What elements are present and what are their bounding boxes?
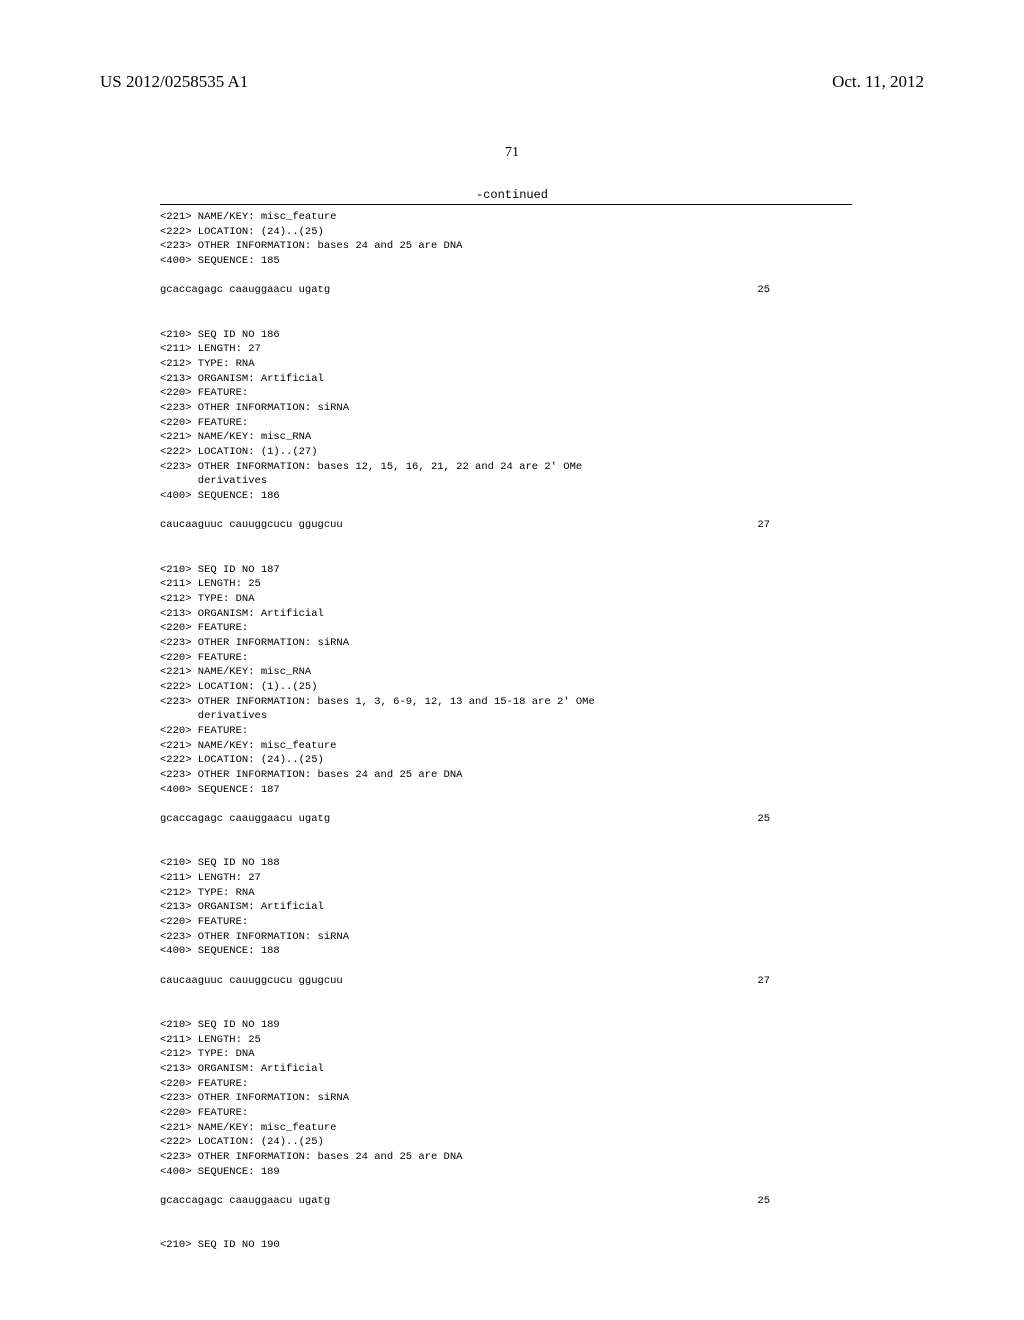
seq-annotation-line: <211> LENGTH: 27 (160, 871, 770, 886)
seq-annotation-line: <223> OTHER INFORMATION: siRNA (160, 401, 770, 416)
seq-annotation-line: <210> SEQ ID NO 190 (160, 1238, 770, 1253)
seq-data-row: caucaaguuc cauuggcucu ggugcuu 27 (160, 974, 770, 989)
seq-annotation-line: <220> FEATURE: (160, 651, 770, 666)
seq-sequence: gcaccagagc caauggaacu ugatg (160, 283, 330, 298)
seq-annotation-line: <211> LENGTH: 27 (160, 342, 770, 357)
seq-annotation-line: <220> FEATURE: (160, 1106, 770, 1121)
seq-annotation-line: <221> NAME/KEY: misc_feature (160, 1121, 770, 1136)
seq-annotation-line: <400> SEQUENCE: 186 (160, 489, 770, 504)
seq-annotation-line: <222> LOCATION: (24)..(25) (160, 1135, 770, 1150)
divider-line (160, 204, 852, 205)
seq-annotation-line: <220> FEATURE: (160, 416, 770, 431)
seq-annotation-line: <223> OTHER INFORMATION: siRNA (160, 1091, 770, 1106)
seq-sequence: gcaccagagc caauggaacu ugatg (160, 812, 330, 827)
seq-data-row: gcaccagagc caauggaacu ugatg 25 (160, 283, 770, 298)
seq-annotation-line: <223> OTHER INFORMATION: bases 1, 3, 6-9… (160, 695, 770, 710)
seq-annotation-line: <223> OTHER INFORMATION: bases 24 and 25… (160, 768, 770, 783)
seq-annotation-line: <223> OTHER INFORMATION: siRNA (160, 636, 770, 651)
seq-annotation-line: <212> TYPE: RNA (160, 357, 770, 372)
seq-sequence: caucaaguuc cauuggcucu ggugcuu (160, 518, 343, 533)
seq-annotation-line: <400> SEQUENCE: 185 (160, 254, 770, 269)
seq-annotation-line: <213> ORGANISM: Artificial (160, 372, 770, 387)
seq-blank-line (160, 842, 770, 857)
seq-annotation-line: <220> FEATURE: (160, 724, 770, 739)
seq-blank-line (160, 313, 770, 328)
seq-annotation-line: <210> SEQ ID NO 188 (160, 856, 770, 871)
seq-annotation-line: <222> LOCATION: (24)..(25) (160, 225, 770, 240)
seq-annotation-line: <222> LOCATION: (1)..(25) (160, 680, 770, 695)
seq-annotation-line: <212> TYPE: DNA (160, 1047, 770, 1062)
seq-annotation-line: <210> SEQ ID NO 189 (160, 1018, 770, 1033)
seq-length-number: 25 (757, 283, 770, 298)
seq-annotation-line: <400> SEQUENCE: 187 (160, 783, 770, 798)
page-header: US 2012/0258535 A1 Oct. 11, 2012 (0, 72, 1024, 92)
sequence-listing: <221> NAME/KEY: misc_feature<222> LOCATI… (160, 210, 770, 1253)
publication-date: Oct. 11, 2012 (832, 72, 924, 92)
seq-annotation-line: <221> NAME/KEY: misc_feature (160, 210, 770, 225)
seq-length-number: 25 (757, 812, 770, 827)
seq-annotation-line: derivatives (160, 709, 770, 724)
seq-blank-line (160, 988, 770, 1003)
seq-blank-line (160, 298, 770, 313)
seq-annotation-line: <222> LOCATION: (1)..(27) (160, 445, 770, 460)
seq-annotation-line: <221> NAME/KEY: misc_feature (160, 739, 770, 754)
seq-blank-line (160, 1223, 770, 1238)
seq-annotation-line: <220> FEATURE: (160, 1077, 770, 1092)
seq-annotation-line: <400> SEQUENCE: 188 (160, 944, 770, 959)
seq-annotation-line: <222> LOCATION: (24)..(25) (160, 753, 770, 768)
seq-annotation-line: <210> SEQ ID NO 186 (160, 328, 770, 343)
seq-blank-line (160, 798, 770, 813)
seq-annotation-line: <220> FEATURE: (160, 915, 770, 930)
seq-annotation-line: <223> OTHER INFORMATION: bases 24 and 25… (160, 1150, 770, 1165)
seq-blank-line (160, 959, 770, 974)
seq-blank-line (160, 827, 770, 842)
seq-blank-line (160, 533, 770, 548)
seq-annotation-line: <210> SEQ ID NO 187 (160, 563, 770, 578)
seq-length-number: 27 (757, 518, 770, 533)
seq-annotation-line: <223> OTHER INFORMATION: siRNA (160, 930, 770, 945)
seq-sequence: caucaaguuc cauuggcucu ggugcuu (160, 974, 343, 989)
seq-sequence: gcaccagagc caauggaacu ugatg (160, 1194, 330, 1209)
seq-blank-line (160, 504, 770, 519)
seq-annotation-line: <213> ORGANISM: Artificial (160, 607, 770, 622)
seq-annotation-line: <213> ORGANISM: Artificial (160, 1062, 770, 1077)
seq-annotation-line: <212> TYPE: DNA (160, 592, 770, 607)
publication-number: US 2012/0258535 A1 (100, 72, 248, 92)
page-number: 71 (0, 145, 1024, 161)
seq-annotation-line: <220> FEATURE: (160, 386, 770, 401)
seq-length-number: 25 (757, 1194, 770, 1209)
seq-data-row: gcaccagagc caauggaacu ugatg 25 (160, 1194, 770, 1209)
seq-data-row: caucaaguuc cauuggcucu ggugcuu 27 (160, 518, 770, 533)
seq-annotation-line: <221> NAME/KEY: misc_RNA (160, 665, 770, 680)
seq-annotation-line: <223> OTHER INFORMATION: bases 24 and 25… (160, 239, 770, 254)
seq-annotation-line: <212> TYPE: RNA (160, 886, 770, 901)
seq-annotation-line: <220> FEATURE: (160, 621, 770, 636)
seq-annotation-line: <221> NAME/KEY: misc_RNA (160, 430, 770, 445)
seq-annotation-line: <223> OTHER INFORMATION: bases 12, 15, 1… (160, 460, 770, 475)
seq-annotation-line: <211> LENGTH: 25 (160, 1033, 770, 1048)
seq-blank-line (160, 269, 770, 284)
seq-annotation-line: <400> SEQUENCE: 189 (160, 1165, 770, 1180)
seq-data-row: gcaccagagc caauggaacu ugatg 25 (160, 812, 770, 827)
seq-annotation-line: <211> LENGTH: 25 (160, 577, 770, 592)
seq-annotation-line: <213> ORGANISM: Artificial (160, 900, 770, 915)
seq-blank-line (160, 548, 770, 563)
continued-label: -continued (0, 188, 1024, 202)
seq-blank-line (160, 1003, 770, 1018)
seq-blank-line (160, 1179, 770, 1194)
seq-annotation-line: derivatives (160, 474, 770, 489)
seq-blank-line (160, 1209, 770, 1224)
seq-length-number: 27 (757, 974, 770, 989)
